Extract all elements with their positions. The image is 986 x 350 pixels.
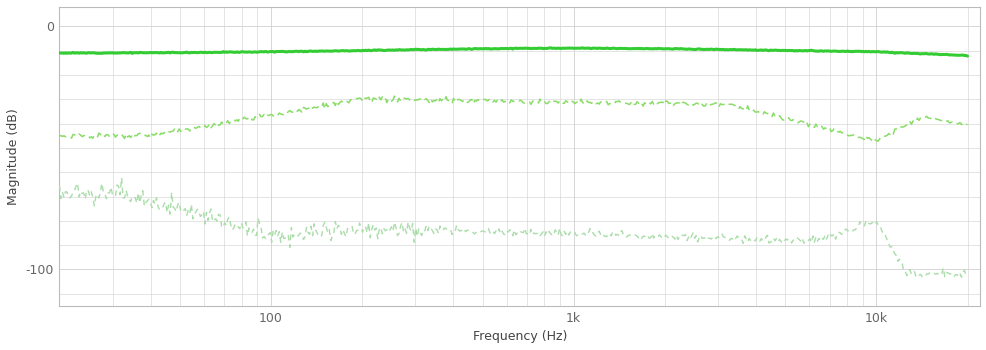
X-axis label: Frequency (Hz): Frequency (Hz)	[472, 330, 566, 343]
Y-axis label: Magnitude (dB): Magnitude (dB)	[7, 108, 20, 205]
